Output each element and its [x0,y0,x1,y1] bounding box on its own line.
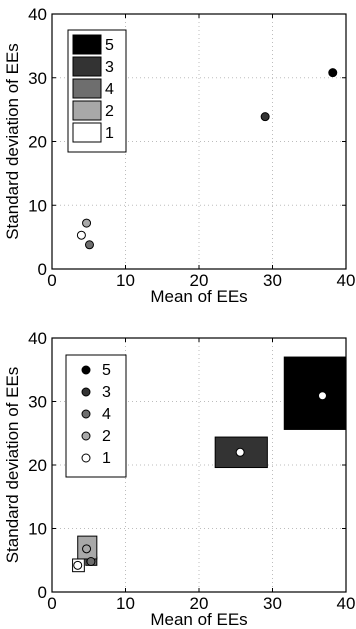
legend-marker-2 [81,431,91,441]
y-tick-label: 20 [28,133,47,152]
legend-label-5: 5 [102,362,111,379]
legend-marker-5 [81,365,91,375]
y-tick-label: 40 [28,5,47,24]
x-tick-label: 40 [337,594,356,613]
y-tick-label: 0 [38,260,47,279]
legend-label-1: 1 [102,450,111,467]
legend-marker-4 [81,409,91,419]
x-tick-label: 30 [263,594,282,613]
data-point-3 [260,112,270,122]
y-tick-label: 40 [28,329,47,348]
x-tick-label: 40 [337,271,356,290]
y-tick-label: 0 [38,583,47,602]
legend-label-1: 1 [105,125,114,142]
x-tick-label: 20 [190,271,209,290]
legend-label-3: 3 [105,59,114,76]
legend-swatch-3 [72,56,102,77]
y-tick-label: 20 [28,456,47,475]
legend-marker-3 [81,387,91,397]
legend-label-3: 3 [102,384,111,401]
range-box-5 [283,356,347,430]
x-tick-label: 0 [47,271,56,290]
legend-box [65,354,127,478]
y-axis-label: Standard deviation of EEs [3,367,22,564]
legend-swatch-5 [72,34,102,55]
x-axis-label: Mean of EEs [150,287,247,306]
y-axis-label: Standard deviation of EEs [3,43,22,240]
chart-panel-1: 0 10 20 30 40 0 10 20 30 40 Mean of EEs Standard de… [3,5,355,306]
data-point-1 [76,230,86,240]
y-tick-label: 10 [28,196,47,215]
data-point-5 [328,68,338,78]
legend-marker-1 [81,453,91,463]
legend-label-2: 2 [105,103,114,120]
legend-swatch-2 [72,100,102,121]
x-tick-label: 30 [263,271,282,290]
x-axis-label: Mean of EEs [150,610,247,629]
x-tick-label: 10 [116,271,135,290]
x-tick-label: 10 [116,594,135,613]
data-point-3 [235,447,245,457]
x-tick-label: 0 [47,594,56,613]
data-point-2 [82,218,92,228]
legend: 5 3 4 2 1 [67,29,127,153]
legend-swatch-1 [72,122,102,143]
y-tick-label: 30 [28,69,47,88]
data-point-5 [317,391,327,401]
data-point-1 [73,560,83,570]
legend: 5 3 4 2 1 [65,354,127,478]
data-point-4 [86,557,96,567]
y-tick-label: 10 [28,520,47,539]
data-point-4 [84,240,94,250]
x-tick-label: 20 [190,594,209,613]
legend-swatch-4 [72,78,102,99]
legend-label-4: 4 [105,81,114,98]
legend-label-2: 2 [102,428,111,445]
data-point-2 [82,544,92,554]
legend-label-5: 5 [105,37,114,54]
y-tick-label: 30 [28,393,47,412]
legend-label-4: 4 [102,406,111,423]
chart-panel-2: 0 10 20 30 40 0 10 20 30 40 Mean of EEs Standard de… [3,329,355,629]
